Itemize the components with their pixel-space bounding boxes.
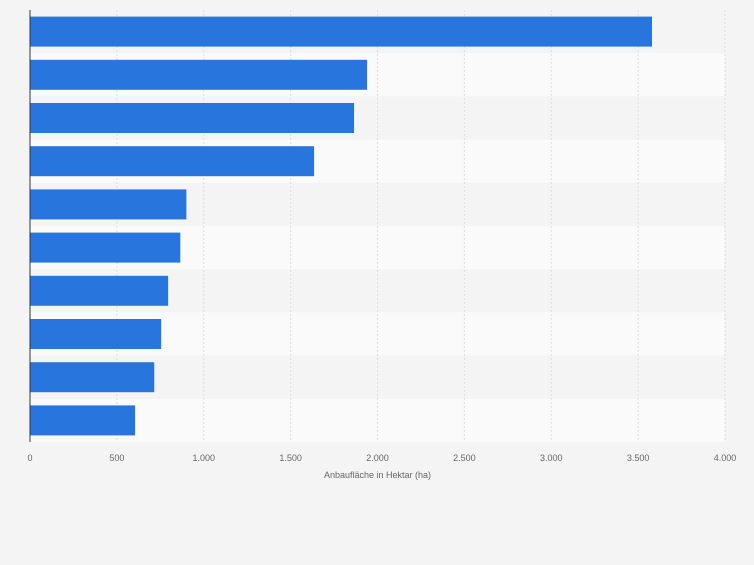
x-tick-label: 500 (109, 453, 124, 463)
x-axis-title: Anbaufläche in Hektar (ha) (324, 470, 431, 480)
bar[interactable] (30, 232, 181, 263)
x-tick-label: 1.000 (192, 453, 215, 463)
x-tick-label: 0 (27, 453, 32, 463)
bar[interactable] (30, 146, 315, 177)
x-tick-label: 4.000 (714, 453, 737, 463)
x-tick-label: 2.500 (453, 453, 476, 463)
x-tick-label: 1.500 (279, 453, 302, 463)
bar[interactable] (30, 319, 162, 349)
bar[interactable] (30, 59, 368, 90)
bars-group (30, 16, 653, 436)
x-tick-labels: 0 500 1.000 1.500 2.000 2.500 3.000 3.500 4.000 (27, 453, 736, 463)
bar[interactable] (30, 405, 136, 436)
x-tick-label: 3.000 (540, 453, 563, 463)
bar[interactable] (30, 275, 169, 306)
bar[interactable] (30, 189, 187, 220)
bar[interactable] (30, 16, 653, 47)
bar[interactable] (30, 103, 355, 133)
x-tick-label: 3.500 (627, 453, 650, 463)
bar[interactable] (30, 362, 155, 393)
x-tick-label: 2.000 (366, 453, 389, 463)
